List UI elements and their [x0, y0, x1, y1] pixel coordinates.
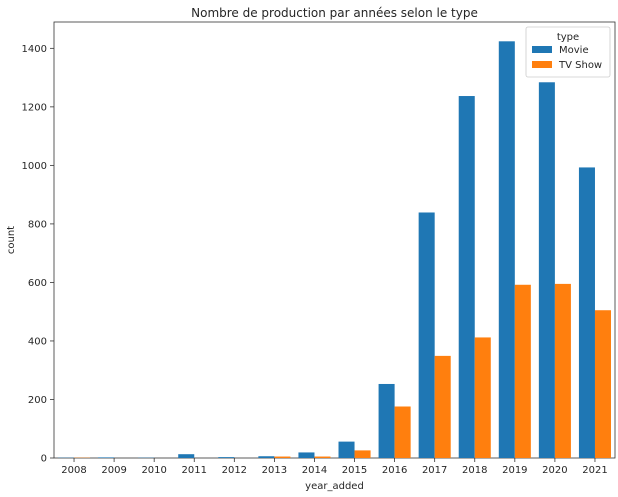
bar-tv-show-2015 — [354, 450, 371, 458]
x-tick-label: 2019 — [502, 465, 527, 476]
bar-movie-2015 — [338, 441, 355, 458]
bar-movie-2019 — [498, 41, 515, 459]
bar-tv-show-2020 — [554, 283, 571, 458]
legend-title: type — [557, 32, 579, 43]
bar-tv-show-2014 — [314, 456, 331, 458]
bar-tv-show-2018 — [474, 337, 491, 458]
y-tick-label: 200 — [28, 395, 47, 406]
bar-movie-2018 — [458, 96, 475, 458]
bar-tv-show-2017 — [434, 355, 451, 458]
legend-swatch-movie — [532, 46, 552, 53]
y-axis-label: count — [6, 226, 17, 254]
bar-movie-2020 — [538, 82, 555, 458]
x-tick-label: 2009 — [101, 465, 126, 476]
y-tick-label: 0 — [41, 454, 47, 465]
chart-title: Nombre de production par années selon le… — [191, 6, 478, 20]
bar-movie-2012 — [218, 457, 235, 458]
x-tick-label: 2014 — [302, 465, 327, 476]
x-tick-label: 2020 — [542, 465, 567, 476]
y-tick-label: 1000 — [22, 161, 47, 172]
x-tick-label: 2021 — [582, 465, 607, 476]
x-tick-label: 2016 — [382, 465, 407, 476]
bar-movie-2011 — [178, 454, 195, 458]
bar-tv-show-2016 — [394, 406, 411, 458]
legend-label-tv-show: TV Show — [558, 60, 602, 71]
x-tick-label: 2011 — [182, 465, 207, 476]
bar-tv-show-2019 — [514, 284, 531, 458]
bar-movie-2009 — [98, 457, 115, 458]
y-tick-label: 400 — [28, 336, 47, 347]
x-tick-label: 2015 — [342, 465, 367, 476]
bar-movie-2014 — [298, 452, 315, 458]
y-tick-label: 1400 — [22, 44, 47, 55]
x-tick-label: 2010 — [141, 465, 166, 476]
legend-swatch-tv-show — [532, 61, 552, 68]
y-tick-label: 800 — [28, 219, 47, 230]
bar-tv-show-2021 — [594, 310, 611, 458]
bar-movie-2017 — [418, 212, 435, 458]
x-axis-label: year_added — [305, 481, 364, 492]
x-tick-label: 2008 — [61, 465, 86, 476]
bar-movie-2016 — [378, 383, 395, 458]
bar-movie-2021 — [578, 167, 595, 458]
bar-tv-show-2013 — [274, 456, 291, 458]
y-tick-label: 600 — [28, 278, 47, 289]
x-tick-label: 2012 — [222, 465, 247, 476]
x-axis: 2008 2009 2010 2011 2012 2013 2014 2015 2016 2017… — [61, 458, 608, 476]
bar-movie-2013 — [258, 456, 275, 458]
legend-label-movie: Movie — [559, 45, 589, 56]
y-axis: 0 200 400 600 800 1000 1200 1400 — [22, 44, 54, 465]
y-tick-label: 1200 — [22, 102, 47, 113]
x-tick-label: 2018 — [462, 465, 487, 476]
x-tick-label: 2017 — [422, 465, 447, 476]
legend: type Movie TV Show — [525, 26, 611, 78]
x-tick-label: 2013 — [262, 465, 287, 476]
bars-group — [58, 41, 611, 459]
